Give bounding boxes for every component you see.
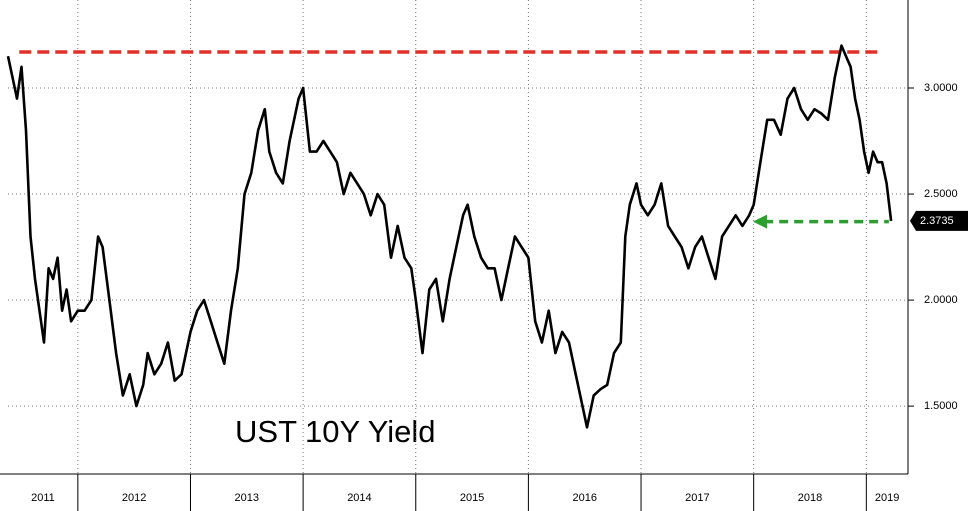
annotation: UST 10Y Yield [235,414,436,449]
x-year-label: 2019 [875,492,899,504]
x-year-label: 2012 [122,492,146,504]
x-year-label: 2011 [31,492,55,504]
x-year-label: 2013 [235,492,259,504]
y-tick-label: 3.0000 [924,82,958,94]
last-value-box [910,210,968,231]
y-tick-label: 1.5000 [924,400,958,412]
x-year-label: 2017 [685,492,709,504]
x-year-label: 2018 [798,492,822,504]
x-year-label: 2015 [460,492,484,504]
x-year-label: 2016 [572,492,596,504]
y-tick-label: 2.5000 [924,188,958,200]
y-tick-label: 2.0000 [924,294,958,306]
yield-line [6,44,893,429]
last-value-label: 2.3735 [920,215,954,227]
x-year-label: 2014 [347,492,371,504]
